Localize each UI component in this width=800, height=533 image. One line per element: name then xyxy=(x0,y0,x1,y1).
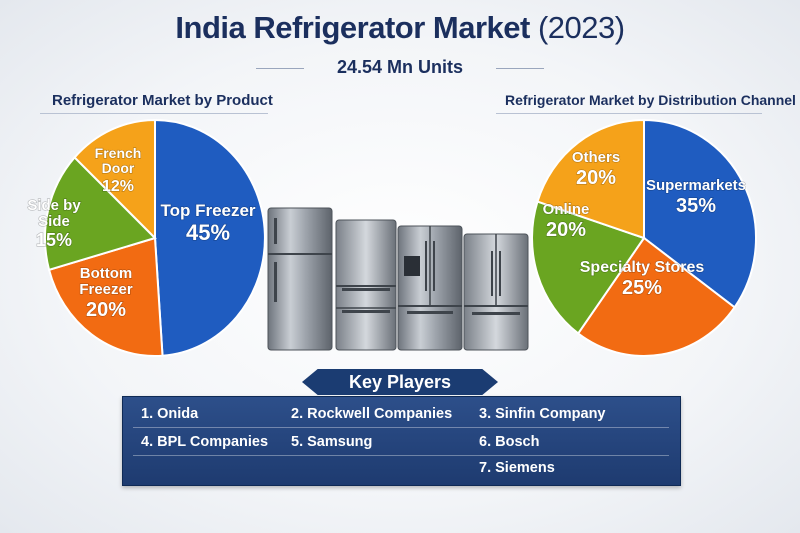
key-player-item: 4. BPL Companies xyxy=(141,434,269,450)
product-pie-chart: Top Freezer 45% Bottom Freezer 20% Side by Sid… xyxy=(27,118,266,357)
channel-chart-title: Refrigerator Market by Distribution Chan… xyxy=(505,92,796,108)
key-players-banner: Key Players xyxy=(302,369,498,395)
slice-label: Specialty Stores 25% xyxy=(579,258,705,299)
product-chart-title: Refrigerator Market by Product xyxy=(52,92,273,109)
slice-label: Top Freezer 45% xyxy=(160,200,257,245)
subtitle-rule-left xyxy=(256,68,304,69)
key-players-row-divider xyxy=(133,427,669,428)
key-players-row-divider xyxy=(133,455,669,456)
slice-label: French Door 12% xyxy=(94,144,142,195)
key-players-panel: 1. Onida 2. Rockwell Companies 3. Sinfin… xyxy=(122,396,681,486)
subtitle: 24.54 Mn Units xyxy=(336,57,464,77)
bottom-freezer-fridge xyxy=(335,219,397,351)
slice-label-value: 25% xyxy=(622,277,662,299)
page-title: India Refrigerator Market (2023) xyxy=(0,10,800,46)
slice-label-value: 20% xyxy=(576,167,616,189)
slice-bottom-freezer xyxy=(47,236,164,357)
key-player-item: 3. Sinfin Company xyxy=(479,406,606,422)
title-year: (2023) xyxy=(537,10,625,45)
refrigerators-illustration xyxy=(267,207,529,351)
slice-label: Supermarkets 35% xyxy=(645,176,746,217)
slice-label: Online 20% xyxy=(542,200,590,241)
slice-label-value: 12% xyxy=(102,178,134,195)
slice-online xyxy=(531,200,646,335)
channel-title-rule xyxy=(496,113,762,114)
slice-specialty-stores xyxy=(576,236,736,357)
key-player-item: 7. Siemens xyxy=(479,460,555,476)
slice-supermarkets xyxy=(643,118,757,309)
slice-label-value: 20% xyxy=(86,299,126,321)
slice-label-name: Side by xyxy=(27,197,81,214)
slice-label: Others 20% xyxy=(571,148,621,189)
slice-label-value: 35% xyxy=(676,195,716,217)
slice-label-name: Supermarkets xyxy=(646,177,746,194)
top-freezer-fridge xyxy=(267,207,333,351)
slice-label-value: 20% xyxy=(546,219,586,241)
side-by-side-fridge xyxy=(463,233,529,351)
channel-pie-chart: Supermarkets 35% Specialty Stores 25% Online… xyxy=(531,118,757,357)
key-player-item: 5. Samsung xyxy=(291,434,373,450)
slice-label-name: Others xyxy=(572,149,620,166)
key-player-item: 1. Onida xyxy=(141,406,199,422)
slice-label-value: 15% xyxy=(36,230,72,250)
french-door-fridge xyxy=(397,225,463,351)
slice-label-name: Freezer xyxy=(79,281,133,298)
slice-label-name: Online xyxy=(543,201,590,218)
slice-label-name: Specialty Stores xyxy=(580,259,705,276)
slice-label: Bottom Freezer 20% xyxy=(79,264,134,321)
slice-french-door xyxy=(73,118,156,241)
slice-side-by-side xyxy=(44,155,157,272)
slice-label-value: 45% xyxy=(186,220,230,245)
product-title-rule xyxy=(40,113,268,114)
slice-top-freezer xyxy=(154,118,266,357)
slice-label-name: Side xyxy=(38,213,70,230)
slice-label-name: Door xyxy=(102,160,135,176)
slice-label-name: French xyxy=(95,145,142,161)
title-text: India Refrigerator Market xyxy=(175,10,530,45)
slice-others xyxy=(536,118,645,240)
key-player-item: 2. Rockwell Companies xyxy=(291,406,453,422)
subtitle-row: 24.54 Mn Units xyxy=(0,57,800,79)
key-player-item: 6. Bosch xyxy=(479,434,540,450)
slice-label: Side by Side 15% xyxy=(27,196,82,250)
subtitle-rule-right xyxy=(496,68,544,69)
slice-label-name: Bottom xyxy=(80,265,133,282)
slice-label-name: Top Freezer xyxy=(160,201,255,220)
